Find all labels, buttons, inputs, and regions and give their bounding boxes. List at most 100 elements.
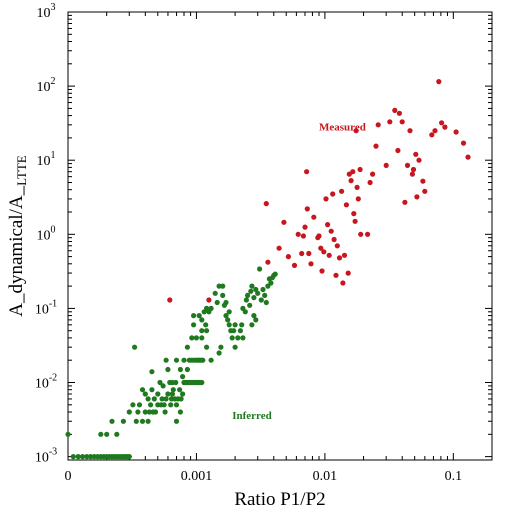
- measured-point: [395, 147, 401, 154]
- inferred-point: [151, 396, 157, 402]
- inferred-point: [268, 280, 274, 286]
- inferred-point: [130, 402, 136, 408]
- measured-point: [429, 132, 435, 138]
- y-tick-label: 10-3: [35, 447, 57, 466]
- measured-point: [392, 107, 398, 113]
- inferred-point: [173, 402, 180, 408]
- measured-point: [304, 169, 310, 175]
- inferred-point: [169, 379, 175, 386]
- inferred-point: [173, 357, 180, 363]
- y-tick-label: 100: [37, 224, 56, 243]
- inferred-point: [126, 454, 132, 460]
- inferred-point: [178, 396, 184, 402]
- measured-point: [321, 249, 327, 255]
- measured-point: [323, 196, 329, 202]
- y-tick-label: 10-2: [35, 373, 57, 392]
- inferred-point: [232, 322, 238, 328]
- inferred-point: [223, 299, 229, 306]
- measured-point: [318, 245, 324, 251]
- measured-point: [402, 199, 408, 205]
- y-tick-label: 101: [37, 150, 56, 169]
- inferred-point: [139, 418, 146, 424]
- inferred-point: [243, 297, 249, 303]
- inferred-point: [168, 402, 174, 408]
- x-tick-label: 0.1: [445, 469, 463, 484]
- measured-point: [460, 140, 467, 146]
- inferred-point: [163, 357, 169, 363]
- inferred-point: [80, 454, 86, 460]
- measured-point: [436, 79, 442, 85]
- inferred-point: [253, 317, 259, 323]
- inferred-point: [199, 335, 205, 341]
- measured-point: [416, 157, 422, 163]
- inferred-point: [109, 418, 115, 424]
- inferred-point: [260, 286, 266, 293]
- inferred-point: [239, 322, 245, 328]
- inferred-point: [263, 299, 269, 306]
- inferred-point: [133, 418, 139, 424]
- measured-point: [319, 268, 325, 274]
- inferred-point: [220, 283, 226, 289]
- measured-point: [206, 297, 212, 303]
- inferred-point: [199, 379, 205, 386]
- inferred-point: [170, 387, 176, 393]
- inferred-point: [165, 366, 171, 373]
- measured-point: [308, 261, 314, 267]
- inferred-point: [142, 391, 148, 397]
- measured-point: [167, 297, 173, 303]
- inferred-point: [200, 357, 206, 363]
- inferred-point: [180, 374, 186, 380]
- measured-point: [351, 211, 357, 217]
- inferred-point: [204, 328, 210, 334]
- inferred-point: [193, 335, 199, 341]
- inferred-point: [136, 402, 143, 408]
- inferred-point: [184, 344, 190, 350]
- inferred-point: [226, 309, 232, 315]
- x-tick-label: 0.001: [181, 469, 213, 484]
- measured-point: [326, 252, 332, 258]
- inferred-point: [220, 292, 226, 298]
- measured-point: [300, 233, 306, 239]
- inferred-point: [159, 396, 165, 402]
- inferred-point: [191, 322, 197, 328]
- inferred-point: [152, 409, 159, 415]
- measured-point: [420, 178, 426, 184]
- inferred-point: [226, 322, 232, 328]
- inferred-point: [132, 344, 138, 350]
- inferred-point: [262, 292, 268, 298]
- measured-point: [345, 270, 351, 276]
- y-tick-label: 103: [37, 2, 56, 21]
- measured-point: [407, 128, 413, 134]
- inferred-point: [162, 409, 168, 415]
- measured-point: [263, 201, 269, 207]
- measured-point: [325, 222, 331, 228]
- measured-point: [302, 224, 308, 230]
- measured-point: [442, 124, 448, 130]
- inferred-point: [139, 387, 146, 393]
- inferred-point: [114, 431, 120, 437]
- inferred-point: [212, 290, 218, 296]
- y-axis-ticks: 10-3 10-2 10-1 100 101 102 103: [35, 2, 492, 466]
- measured-point: [453, 129, 459, 135]
- inferred-point: [157, 379, 163, 386]
- inferred-point: [231, 328, 237, 334]
- measured-point: [304, 206, 310, 212]
- measured-point: [341, 252, 348, 258]
- inferred-point: [242, 309, 248, 315]
- measured-point: [355, 196, 361, 202]
- inferred-point: [177, 366, 183, 373]
- inferred-point: [169, 391, 175, 397]
- measured-point: [409, 171, 415, 177]
- inferred-point: [126, 409, 132, 415]
- inferred-point: [196, 313, 202, 319]
- inferred-point: [177, 387, 183, 393]
- inferred-point: [204, 344, 210, 350]
- measured-point: [370, 171, 376, 177]
- inferred-point: [255, 290, 261, 296]
- inferred-point: [203, 322, 209, 328]
- y-tick-label: 10-1: [35, 298, 57, 317]
- inferred-point: [237, 328, 243, 334]
- measured-point: [422, 188, 428, 194]
- measured-point: [387, 119, 393, 125]
